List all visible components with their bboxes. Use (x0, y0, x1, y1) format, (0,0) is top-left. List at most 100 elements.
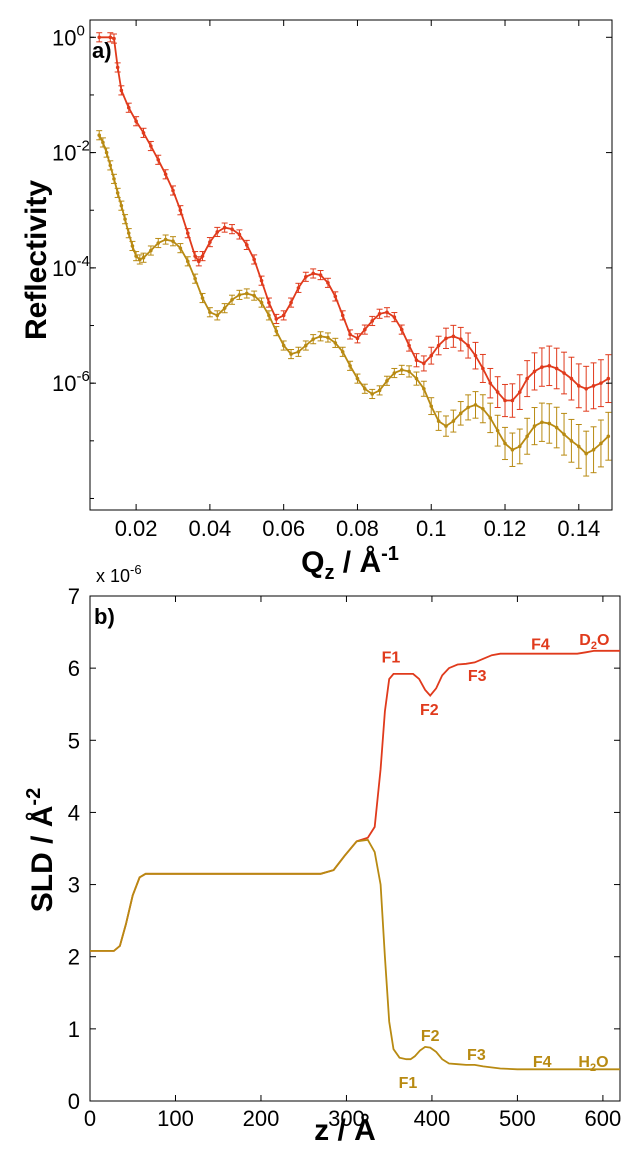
marker (112, 177, 116, 181)
sld-x-ticks: 0 100 200 300 400 500 600 (84, 596, 621, 1131)
marker (193, 276, 197, 281)
reflectivity-series-0 (96, 32, 612, 418)
data-point (376, 308, 383, 319)
marker (259, 300, 264, 305)
data-point (214, 310, 221, 321)
data-point (509, 432, 516, 467)
x-tick-label: 0.14 (557, 516, 600, 541)
data-point (398, 364, 405, 375)
data-point (354, 373, 361, 384)
data-point (332, 337, 339, 348)
data-point (122, 214, 129, 225)
data-point (605, 354, 612, 404)
data-point (376, 385, 383, 396)
data-point (110, 33, 117, 44)
data-point (435, 411, 442, 431)
data-point (221, 303, 228, 314)
x-tick-label: 0.08 (336, 516, 379, 541)
x-tick-label: 0.1 (416, 516, 447, 541)
x-tick-label: 0.12 (484, 516, 527, 541)
data-point (561, 412, 568, 456)
multiplier-exp: -6 (130, 562, 142, 577)
data-point (221, 222, 228, 233)
marker (377, 311, 382, 316)
data-point (125, 102, 132, 113)
data-point (553, 406, 560, 449)
panel-label-b: b) (94, 604, 115, 629)
reflectivity-axes-frame (89, 19, 613, 511)
data-point (561, 351, 568, 395)
data-point (302, 340, 309, 351)
data-point (147, 140, 154, 152)
marker (547, 421, 552, 426)
marker (348, 364, 352, 368)
data-point (162, 169, 169, 180)
marker (267, 313, 271, 318)
sld-y-ticks: 0 1 2 3 4 5 6 7 (68, 584, 620, 1114)
marker (532, 424, 537, 428)
sld-x-axis-title: z / Å (314, 1114, 376, 1147)
y-tick-label: 10-2 (52, 138, 90, 166)
marker (399, 368, 404, 372)
y-tick-label: 10-4 (52, 253, 90, 281)
data-point (288, 297, 295, 308)
profile-annotation: F2 (421, 1028, 440, 1045)
y-tick-label: 0 (68, 1089, 80, 1114)
marker (591, 384, 596, 388)
data-point (96, 32, 103, 43)
marker (451, 334, 456, 339)
data-point (236, 229, 243, 240)
data-point (465, 394, 472, 421)
data-point (398, 324, 405, 335)
marker (510, 447, 515, 452)
marker (193, 254, 197, 258)
profile-annotation: F2 (420, 702, 439, 719)
data-point (487, 402, 494, 434)
marker (576, 444, 581, 449)
data-point (184, 256, 191, 267)
data-point (229, 294, 236, 305)
marker (112, 36, 116, 41)
marker (584, 386, 588, 391)
marker (274, 329, 279, 333)
fit-line-0 (99, 36, 609, 402)
data-point (214, 226, 221, 238)
marker (281, 313, 286, 318)
data-point (184, 228, 191, 239)
data-point (524, 360, 531, 398)
marker (517, 444, 522, 449)
data-point (339, 310, 346, 321)
data-point (317, 331, 324, 342)
marker (510, 398, 515, 403)
marker (333, 341, 338, 345)
marker (104, 150, 109, 155)
marker (237, 293, 242, 297)
marker (178, 246, 183, 250)
data-point (502, 383, 509, 418)
data-point (413, 353, 420, 368)
data-point (479, 394, 486, 424)
marker (451, 419, 456, 423)
multiplier-base: x 10 (96, 566, 130, 586)
marker (259, 278, 264, 283)
marker (399, 327, 404, 332)
marker (149, 248, 153, 253)
marker (222, 306, 227, 310)
marker (274, 317, 279, 321)
marker (311, 271, 315, 276)
y-tick-label: 2 (68, 945, 80, 970)
x-tick-label: 100 (157, 1106, 194, 1131)
marker (156, 241, 161, 245)
sld-series-group (90, 649, 620, 1071)
data-point (258, 297, 265, 308)
marker (115, 65, 120, 70)
data-point (516, 374, 523, 410)
x-title-sup: -1 (381, 543, 399, 565)
data-point (420, 355, 427, 372)
marker (562, 371, 566, 375)
data-point (413, 371, 420, 386)
marker (436, 419, 441, 423)
marker (197, 259, 201, 264)
data-point (265, 310, 272, 321)
